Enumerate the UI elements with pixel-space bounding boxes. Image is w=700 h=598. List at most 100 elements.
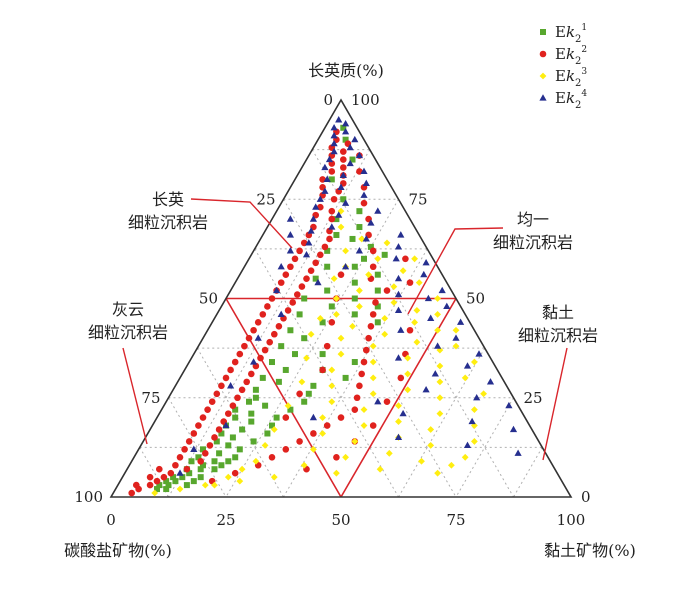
point-ek2-3-15 <box>381 314 389 322</box>
point-ek2-1-63 <box>349 235 356 242</box>
point-ek2-1-39 <box>195 454 202 461</box>
point-ek2-2-20 <box>328 215 336 223</box>
point-ek2-4-56 <box>422 386 430 393</box>
right-tick-75: 75 <box>409 190 428 208</box>
legend-item-2: Ek22 <box>539 45 587 67</box>
grid-line-carbonate-62.5 <box>196 347 284 498</box>
point-ek2-2-52 <box>261 346 269 354</box>
right-tick-50: 50 <box>466 290 485 308</box>
point-ek2-3-62 <box>434 310 441 318</box>
point-ek2-2-59 <box>222 374 230 382</box>
legend-item-1: Ek21 <box>540 23 587 45</box>
point-ek2-3-31 <box>436 378 444 386</box>
point-ek2-3-41 <box>395 418 402 425</box>
point-ek2-4-12 <box>321 163 329 171</box>
point-ek2-2-118 <box>337 271 345 278</box>
bottom-tick-50: 50 <box>331 511 350 529</box>
point-ek2-1-15 <box>287 327 294 334</box>
point-ek2-2-83 <box>167 469 175 477</box>
point-ek2-2-80 <box>197 457 204 465</box>
point-ek2-4-39 <box>394 274 403 282</box>
right-tick-100: 100 <box>351 91 380 109</box>
point-ek2-2-75 <box>185 438 193 445</box>
point-ek2-1-40 <box>211 458 218 465</box>
point-ek2-2-62 <box>238 386 246 394</box>
legend-label: Ek21 <box>555 23 587 45</box>
grid-line-clay-25 <box>225 198 399 498</box>
point-ek2-2-116 <box>231 469 239 477</box>
point-ek2-2-129 <box>406 279 414 286</box>
bottom-tick-75: 75 <box>446 511 465 529</box>
point-ek2-1-50 <box>156 482 163 489</box>
region-clay-line1: 黏土 <box>542 303 574 322</box>
point-ek2-3-84 <box>252 457 260 465</box>
point-ek2-4-47 <box>457 318 465 325</box>
point-ek2-1-16 <box>301 335 308 342</box>
point-ek2-1-29 <box>232 414 239 421</box>
point-ek2-3-52 <box>300 461 308 469</box>
legend-label: Ek23 <box>555 67 587 89</box>
point-ek2-4-10 <box>325 155 334 163</box>
point-ek2-2-134 <box>369 422 377 429</box>
point-ek2-2-41 <box>264 303 271 310</box>
point-ek2-2-111 <box>310 430 317 437</box>
point-ek2-2-26 <box>321 243 329 251</box>
point-ek2-4-54 <box>431 370 439 377</box>
point-ek2-3-42 <box>360 422 368 429</box>
point-ek2-2-4 <box>340 148 347 155</box>
point-ek2-2-50 <box>266 338 274 346</box>
point-ek2-1-26 <box>262 402 269 409</box>
point-ek2-3-49 <box>385 449 393 457</box>
point-ek2-4-24 <box>335 211 343 218</box>
point-ek2-1-61 <box>367 243 374 250</box>
point-ek2-1-86 <box>163 486 170 493</box>
point-ek2-4-45 <box>394 306 403 314</box>
point-ek2-2-99 <box>372 299 379 306</box>
point-ek2-4-49 <box>452 334 460 341</box>
point-ek2-2-30 <box>312 259 320 267</box>
point-ek2-4-16 <box>362 179 370 186</box>
point-ek2-2-47 <box>250 326 257 334</box>
point-ek2-2-64 <box>234 394 241 402</box>
point-ek2-1-36 <box>225 442 232 449</box>
point-ek2-2-40 <box>289 299 297 306</box>
point-ek2-3-75 <box>411 255 418 263</box>
point-ek2-4-26 <box>367 219 375 226</box>
point-ek2-2-72 <box>215 426 223 433</box>
region-felsic-line1: 长英 <box>152 190 184 209</box>
left-tick-0: 0 <box>323 91 333 109</box>
point-ek2-4-20 <box>316 195 324 202</box>
point-ek2-1-59 <box>351 311 358 318</box>
point-ek2-1-13 <box>296 311 303 318</box>
point-ek2-3-54 <box>333 469 340 477</box>
point-ek2-3-51 <box>418 457 425 465</box>
point-ek2-4-46 <box>427 314 435 321</box>
point-ek2-1-20 <box>282 366 289 373</box>
point-ek2-3-27 <box>436 362 444 370</box>
grid-line-carbonate-75 <box>168 397 227 498</box>
right-tick-25: 25 <box>524 389 543 407</box>
legend-item-4: Ek24 <box>539 89 587 111</box>
point-ek2-3-43 <box>427 426 435 433</box>
point-ek2-2-18 <box>328 207 336 215</box>
point-ek2-3-22 <box>369 342 377 350</box>
point-ek2-3-83 <box>261 441 269 449</box>
point-ek2-1-28 <box>248 410 255 417</box>
top-axis-title: 长英质(%) <box>308 61 384 80</box>
point-ek2-1-25 <box>246 398 252 405</box>
point-ek2-1-9 <box>312 275 319 282</box>
point-ek2-3-59 <box>151 489 159 497</box>
point-ek2-1-53 <box>351 263 358 270</box>
point-ek2-2-8 <box>340 164 347 171</box>
point-ek2-4-13 <box>360 167 368 175</box>
point-ek2-4-70 <box>250 358 258 365</box>
point-ek2-4-22 <box>312 203 320 210</box>
point-ek2-1-54 <box>374 271 381 278</box>
point-ek2-1-42 <box>200 462 206 469</box>
point-ek2-4-52 <box>394 354 403 361</box>
region-mixed-line2: 细粒沉积岩 <box>493 233 573 252</box>
point-ek2-2-58 <box>248 370 255 378</box>
point-ek2-2-31 <box>287 263 294 271</box>
point-ek2-3-80 <box>298 378 306 386</box>
